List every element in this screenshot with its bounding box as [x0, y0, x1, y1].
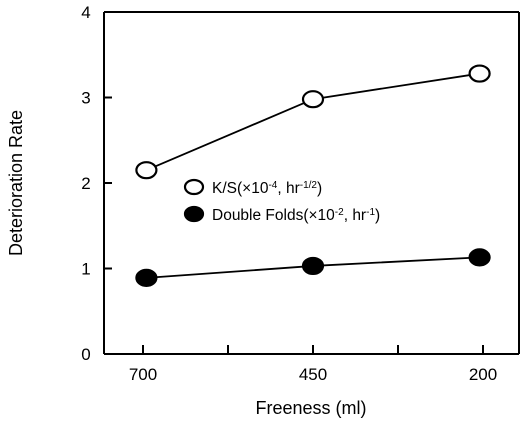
legend: K/S(×10-4, hr-1/2) Double Folds(×10-2, hr… [183, 178, 380, 225]
x-ticks: 700 450 200 [129, 345, 497, 384]
series-point [468, 64, 491, 83]
series-point [301, 256, 325, 276]
y-tick-label: 2 [81, 174, 90, 193]
legend-label: K/S(×10-4, hr-1/2) [212, 180, 322, 198]
legend-label: Double Folds(×10-2, hr-1) [212, 207, 380, 225]
y-axis-label: Deterioration Rate [6, 110, 26, 256]
series-line-0 [146, 72, 480, 172]
y-tick-label: 4 [81, 3, 90, 22]
series-point [135, 268, 158, 288]
legend-marker [183, 178, 205, 196]
series-point [301, 90, 325, 109]
legend-marker [183, 205, 205, 223]
series-point [468, 248, 491, 267]
x-tick-label: 700 [129, 365, 157, 384]
y-tick-label: 1 [81, 260, 90, 279]
x-axis-label: Freeness (ml) [255, 398, 366, 418]
x-tick-label: 200 [469, 365, 497, 384]
series-points [135, 64, 491, 288]
y-tick-label: 0 [81, 345, 90, 364]
y-tick-label: 3 [81, 89, 90, 108]
x-tick-label: 450 [299, 365, 327, 384]
series-point [135, 161, 158, 180]
y-ticks: 0 1 2 3 4 [81, 3, 112, 364]
